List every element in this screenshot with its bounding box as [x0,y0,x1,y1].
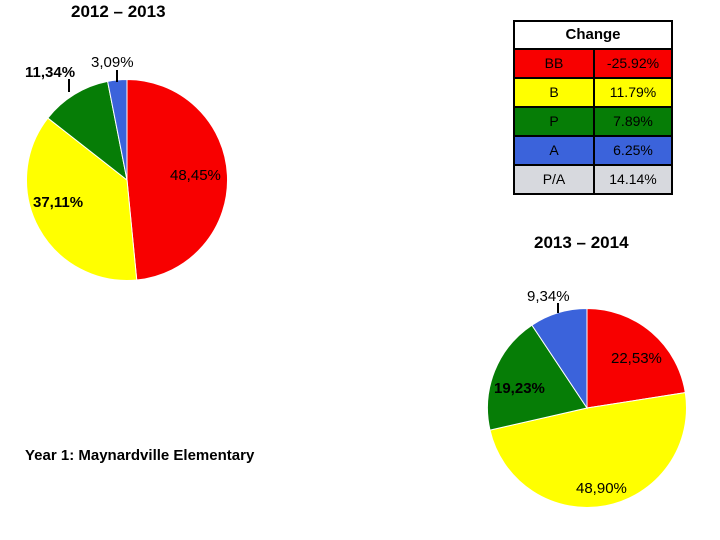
table-row-a: A 6.25% [515,135,671,164]
table-row-b: B 11.79% [515,77,671,106]
pie-chart-2013-2014 [487,307,687,508]
change-table-title: Change [515,22,671,50]
row-value: 11.79% [609,84,657,100]
pie-slice-P [47,80,128,182]
pie2-label-a: 9,34% [527,288,570,305]
row-value: 6.25% [613,142,653,158]
change-table: Change BB -25.92% B 11.79% P 7.89% A 6.2… [513,20,673,195]
pie1-title: 2012 – 2013 [71,2,166,21]
pie2-label-bb: 22,53% [611,350,662,367]
footer-caption: Year 1: Maynardville Elementary [25,447,255,464]
pie2-label-b: 48,90% [576,480,627,497]
row-label: P/A [515,166,595,193]
pie2-leader-line-a [557,303,559,313]
pie-slice-BB [126,78,229,281]
pie-slice-B [489,392,687,508]
row-value: 14.14% [609,171,657,187]
row-value: -25.92% [606,55,660,71]
row-value: 7.89% [613,113,653,129]
row-label: P [515,108,595,135]
pie1-label-bb: 48,45% [170,167,221,184]
pie-slice-P [487,324,588,431]
row-label: B [515,79,595,106]
pie-slice-BB [586,307,686,409]
pie1-leader-line-a [116,70,118,82]
pie1-label-p: 11,34% [25,64,76,81]
pie2-label-p: 19,23% [494,380,545,397]
row-label: BB [515,50,595,77]
pie-chart-2012-2013 [26,78,229,281]
pie1-label-b: 37,11% [33,194,84,211]
table-row-bb: BB -25.92% [515,50,671,77]
pie1-leader-line-p [68,79,70,92]
table-row-p: P 7.89% [515,106,671,135]
pie-slice-B [26,117,138,281]
pie1-label-a: 3,09% [91,54,134,71]
row-label: A [515,137,595,164]
table-row-pa: P/A 14.14% [515,164,671,193]
pie2-title: 2013 – 2014 [534,233,629,252]
